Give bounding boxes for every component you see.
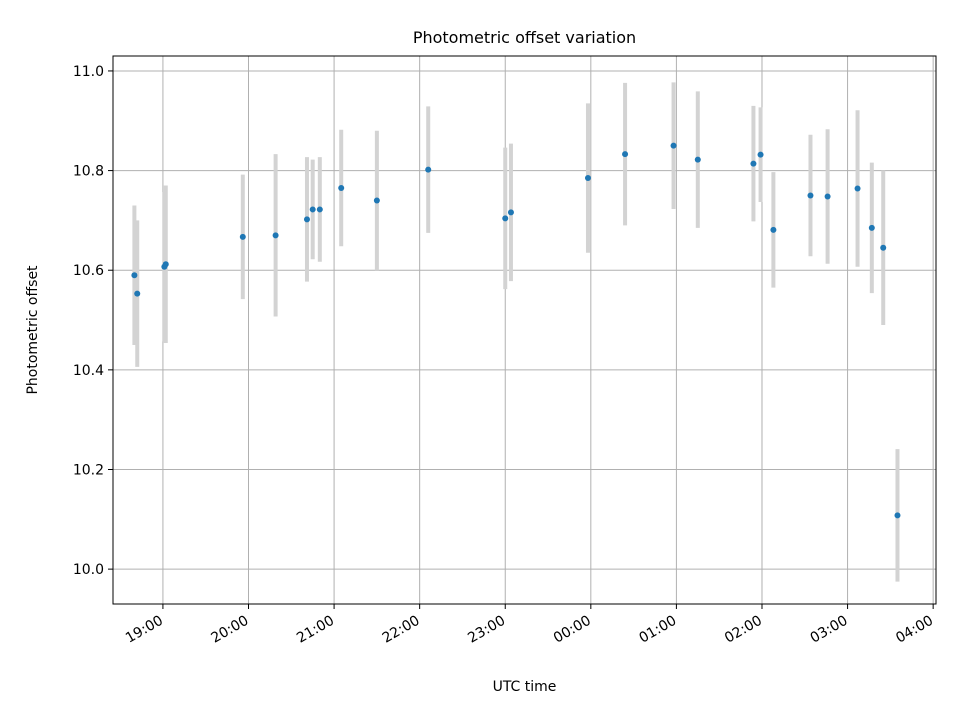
data-point xyxy=(162,261,169,268)
data-point xyxy=(373,197,380,204)
data-point xyxy=(502,215,509,222)
data-point xyxy=(894,512,901,519)
x-axis-label: UTC time xyxy=(493,679,557,695)
data-points xyxy=(131,142,901,519)
data-point xyxy=(303,216,310,223)
y-tick-label: 10.8 xyxy=(73,164,104,180)
data-point xyxy=(854,185,861,192)
data-point xyxy=(807,192,814,199)
chart-title: Photometric offset variation xyxy=(413,28,636,47)
plot-frame xyxy=(112,55,937,605)
data-point xyxy=(622,151,629,158)
data-point xyxy=(425,166,432,173)
data-point xyxy=(757,151,764,158)
data-point xyxy=(507,209,514,216)
y-tick-label: 10.2 xyxy=(73,462,104,478)
data-point xyxy=(770,226,777,233)
data-point xyxy=(694,156,701,163)
data-point xyxy=(316,206,323,213)
data-point xyxy=(309,206,316,213)
data-point xyxy=(584,175,591,182)
data-point xyxy=(670,142,677,149)
y-tick-label: 11.0 xyxy=(73,64,104,80)
y-axis: 10.0 10.2 10.4 10.6 10.8 11.0 xyxy=(73,64,113,578)
data-point xyxy=(272,232,279,239)
data-point xyxy=(750,160,757,167)
data-point xyxy=(868,224,875,231)
y-tick-label: 10.4 xyxy=(73,363,104,379)
data-point xyxy=(824,193,831,200)
grid xyxy=(113,56,936,604)
y-tick-label: 10.6 xyxy=(73,263,104,279)
y-tick-label: 10.0 xyxy=(73,562,104,578)
data-point xyxy=(131,272,138,279)
data-point xyxy=(880,244,887,251)
data-point xyxy=(134,290,141,297)
y-axis-label: Photometric offset xyxy=(25,265,41,395)
data-point xyxy=(338,185,345,192)
data-point xyxy=(239,233,246,240)
